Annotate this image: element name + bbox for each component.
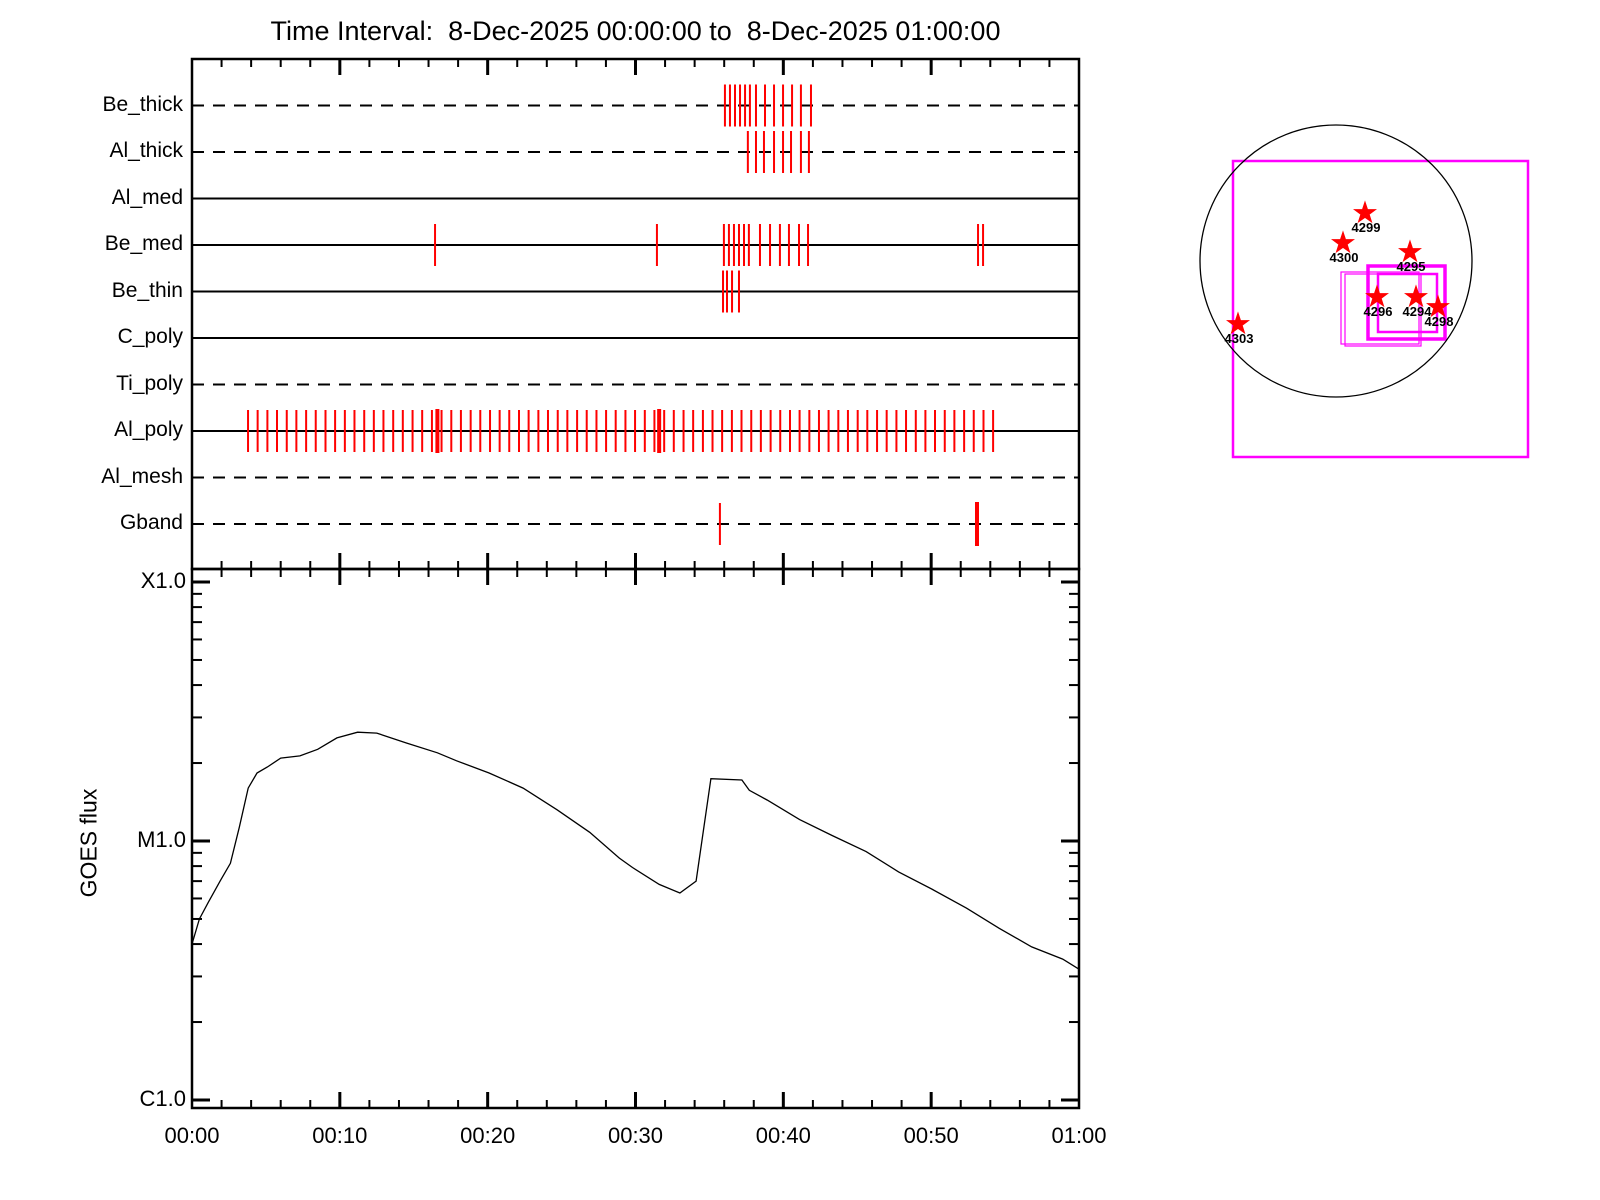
ar-star-4294	[1403, 284, 1429, 308]
ar-label-4294: 4294	[1402, 304, 1432, 319]
time-tick-label-00:30: 00:30	[607, 1123, 664, 1148]
ar-label-4303: 4303	[1224, 331, 1254, 346]
time-tick-label-00:20: 00:20	[460, 1123, 516, 1148]
filter-label-Be_med: Be_med	[104, 232, 183, 255]
goes-panel-frame	[190, 567, 1081, 1110]
flux-tick-label-X1.0: X1.0	[140, 568, 186, 593]
fov-box-3	[1366, 264, 1447, 341]
time-tick-label-01:00: 01:00	[1051, 1123, 1107, 1148]
ar-label-4295: 4295	[1396, 259, 1426, 274]
time-tick-label-00:50: 00:50	[903, 1123, 959, 1148]
time-tick-label-00:10: 00:10	[312, 1123, 368, 1148]
filter-label-Be_thin: Be_thin	[111, 278, 183, 302]
filter-label-Gband: Gband	[119, 511, 183, 534]
plot-title: Time Interval: 8-Dec-2025 00:00:00 to 8-…	[270, 16, 1001, 46]
solar-limb-circle	[1199, 124, 1473, 398]
filter-label-C_poly: C_poly	[117, 325, 183, 348]
ar-star-4296	[1364, 284, 1390, 308]
filter-label-Al_poly: Al_poly	[114, 418, 183, 441]
flux-tick-label-M1.0: M1.0	[137, 827, 186, 852]
ar-label-4300: 4300	[1329, 250, 1359, 265]
ar-star-4299	[1352, 200, 1378, 224]
filter-label-Ti_poly: Ti_poly	[116, 371, 183, 395]
ar-label-4298: 4298	[1424, 314, 1454, 329]
filter-label-Al_thick: Al_thick	[109, 139, 183, 162]
ar-star-4295	[1397, 239, 1423, 263]
filter-label-Al_mesh: Al_mesh	[101, 464, 183, 488]
time-tick-label-00:00: 00:00	[164, 1123, 220, 1148]
fov-box-0	[1231, 159, 1530, 459]
ar-label-4296: 4296	[1363, 304, 1393, 319]
time-tick-label-00:40: 00:40	[755, 1123, 811, 1148]
goes-flux-curve	[191, 731, 1080, 970]
filter-label-Be_thick: Be_thick	[102, 92, 183, 116]
ar-label-4299: 4299	[1351, 220, 1381, 235]
ar-star-4298	[1425, 294, 1451, 318]
fov-box-1	[1340, 271, 1420, 345]
flux-tick-label-C1.0: C1.0	[139, 1086, 186, 1111]
ar-star-4300	[1330, 230, 1356, 254]
ar-star-4303	[1225, 311, 1251, 335]
filter-label-Al_med: Al_med	[111, 185, 183, 209]
timeline-panel-frame	[190, 57, 1081, 571]
